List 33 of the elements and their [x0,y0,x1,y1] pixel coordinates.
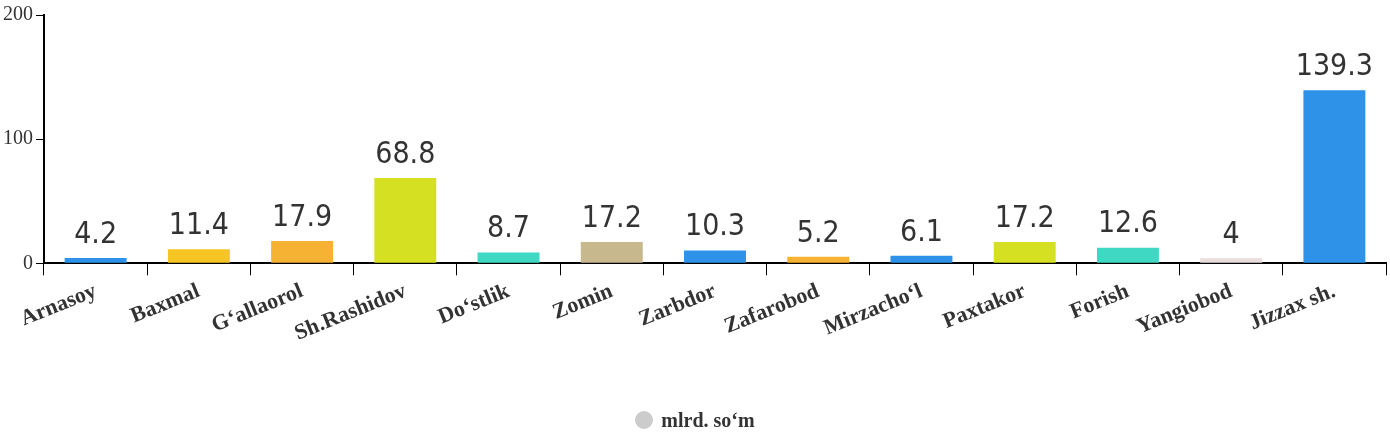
data-label: 10.3 [684,207,746,243]
bar [64,258,127,263]
bar [167,249,230,263]
y-tick-label: 0 [23,250,33,273]
bar [477,252,540,263]
bar [993,241,1056,263]
y-tick-label: 100 [3,126,33,149]
data-label: 11.4 [168,205,229,241]
data-label: 8.7 [487,209,530,245]
data-label: 17.2 [994,198,1055,234]
data-label: 6.1 [900,212,943,248]
bar [787,256,850,263]
x-tick-label: Jizzax sh. [1245,277,1339,335]
bar [890,255,953,263]
y-tick-label: 200 [3,2,33,25]
data-label: 12.6 [1097,204,1158,240]
bar [374,177,437,263]
x-tick-label: Zomin [548,277,616,324]
data-label: 4.2 [74,214,118,250]
data-label: 17.9 [272,197,333,233]
data-label: 4 [1222,215,1240,251]
bar [1096,247,1159,263]
x-tick-label: Forish [1065,277,1132,324]
text: mlrd. so‘m [661,408,755,432]
bar [1303,90,1366,263]
data-label: 17.2 [581,198,642,234]
data-label: 5.2 [796,213,840,249]
bar [684,250,746,263]
bar [1200,258,1263,263]
data-label: 68.8 [375,134,436,170]
bar [271,241,334,263]
bar [580,241,643,263]
data-label: 139.3 [1295,47,1374,83]
